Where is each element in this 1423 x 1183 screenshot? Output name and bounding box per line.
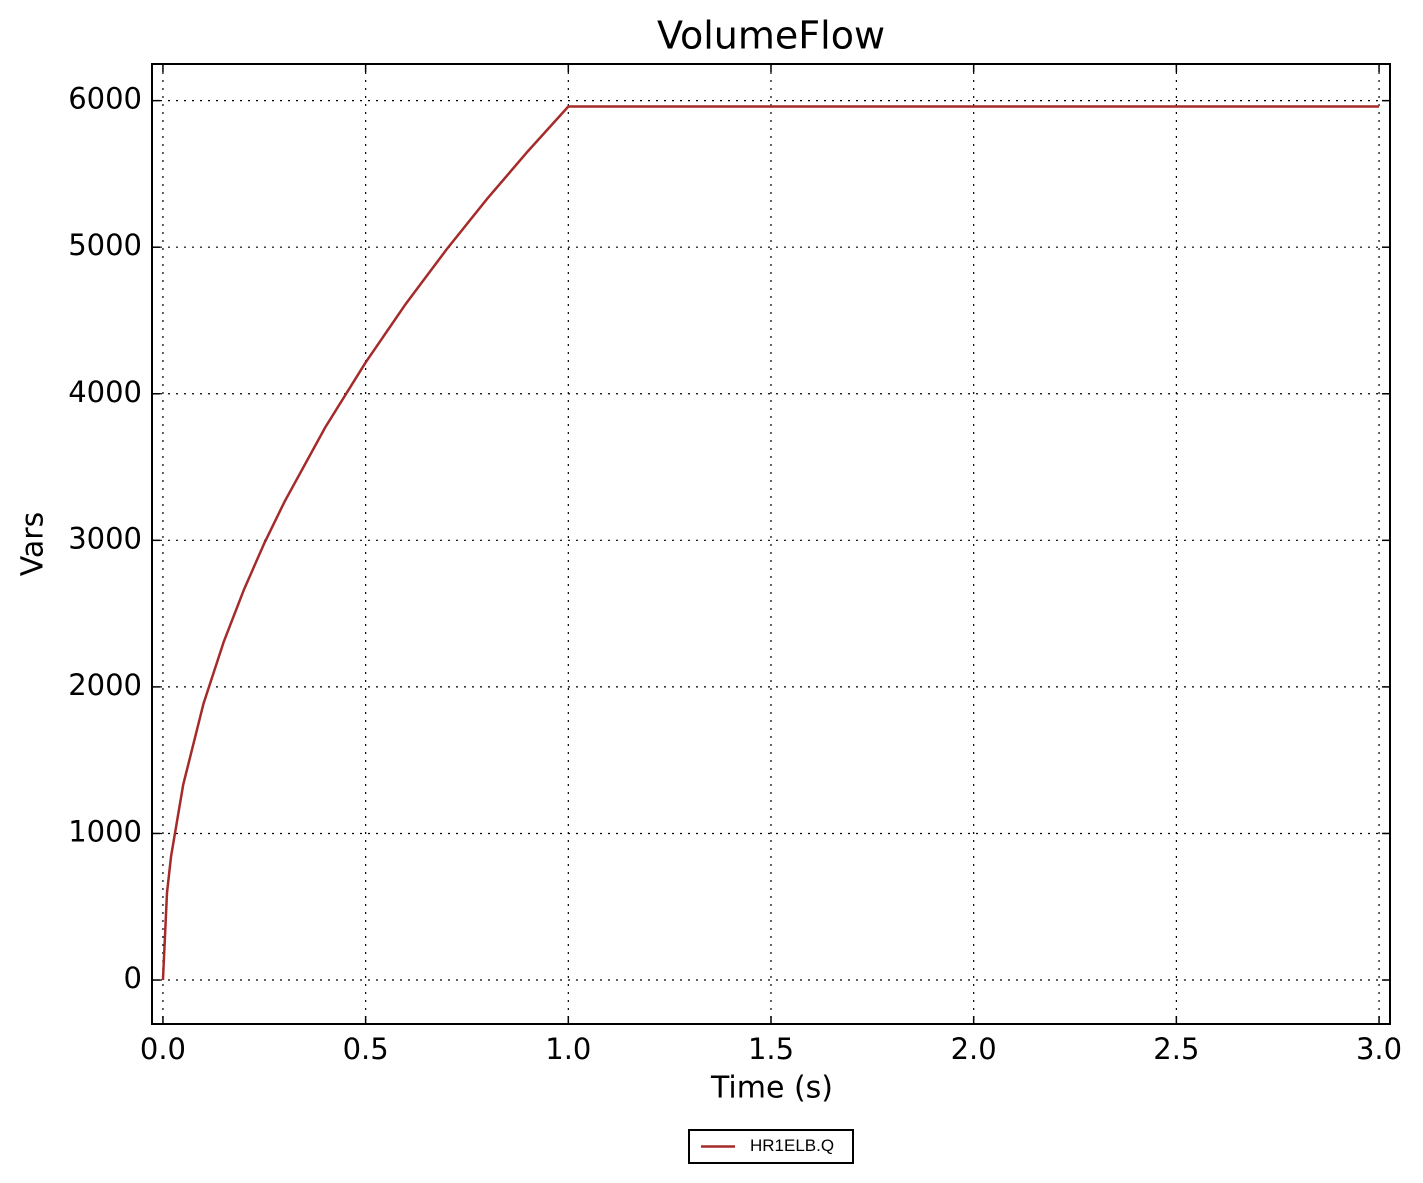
y-tick-label: 1000 [68, 814, 142, 848]
chart-title: VolumeFlow [657, 14, 885, 58]
plot-frame [151, 63, 1391, 1025]
y-tick-label: 2000 [68, 668, 142, 702]
x-tick-label: 0.0 [140, 1032, 186, 1066]
x-tick-label: 3.0 [1356, 1032, 1402, 1066]
legend-label: HR1ELB.Q [750, 1136, 834, 1155]
x-tick-label: 0.5 [343, 1032, 389, 1066]
y-tick-label: 6000 [68, 82, 142, 116]
x-tick-label: 2.0 [951, 1032, 997, 1066]
data-line [161, 105, 1380, 981]
y-tick-label: 5000 [68, 228, 142, 262]
x-tick-label: 1.0 [545, 1032, 591, 1066]
y-tick-label: 3000 [68, 521, 142, 555]
x-axis-label: Time (s) [710, 1071, 833, 1106]
y-tick-label: 4000 [68, 375, 142, 409]
x-tick-label: 2.5 [1153, 1032, 1199, 1066]
y-axis-label: Vars [16, 512, 51, 577]
y-tick-label: 0 [124, 961, 142, 995]
x-tick-label: 1.5 [748, 1032, 794, 1066]
